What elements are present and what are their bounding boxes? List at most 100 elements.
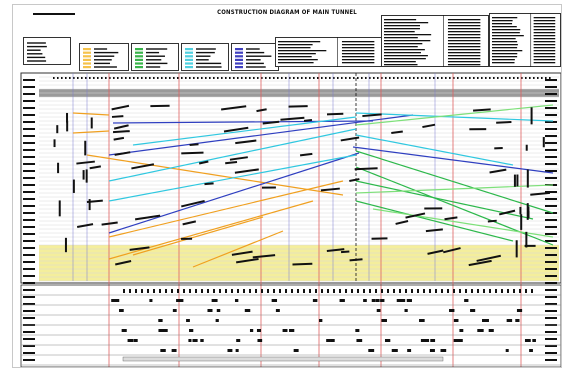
lower-schedule-frame (20, 284, 561, 367)
schedule-mark (330, 339, 335, 342)
ruler-tick (421, 77, 423, 79)
schedule-mark (429, 349, 435, 352)
schedule-tick (171, 289, 173, 293)
work-segment (182, 220, 197, 226)
schedule-mark (394, 349, 398, 352)
work-segment (111, 115, 124, 118)
left-scale-mark (23, 247, 35, 249)
table-value-bar (447, 22, 481, 24)
ruler-tick (505, 77, 507, 79)
ruler-tick (137, 77, 139, 79)
left-scale-mark (23, 240, 35, 242)
schedule-mark (158, 319, 163, 322)
schedule-mark (257, 339, 263, 342)
ruler-tick (161, 77, 163, 79)
table-text-bar (492, 56, 518, 58)
schedule-tick (453, 289, 455, 293)
schedule-tick (477, 289, 479, 293)
schedule-mark (449, 309, 455, 312)
schedule-tick (183, 289, 185, 293)
schedule-mark (453, 339, 460, 342)
work-segment (115, 260, 132, 266)
blue-progress-line (112, 120, 374, 124)
table-value-bar (447, 34, 481, 36)
schedule-mark (177, 299, 184, 302)
table-value-bar (533, 41, 556, 43)
legend-swatch (83, 48, 91, 51)
schedule-mark (464, 299, 469, 302)
schedule-mark (384, 339, 391, 342)
table-value-bar (533, 38, 556, 40)
schedule-tick (459, 289, 461, 293)
work-segment (76, 223, 94, 228)
legend-swatch (185, 58, 193, 61)
schedule-mark (459, 329, 464, 332)
work-segment (262, 120, 280, 125)
left-scale-mark (23, 93, 35, 95)
right-scale-mark (545, 275, 557, 277)
ruler-tick (93, 77, 95, 79)
table-value-bar (341, 41, 375, 43)
table-value-bar (447, 61, 481, 63)
schedule-mark (477, 329, 483, 332)
ruler-tick (277, 77, 279, 79)
table-value-bar (447, 64, 481, 66)
table-text-bar (384, 31, 415, 33)
cyan-progress-line (355, 134, 514, 166)
schedule-mark (505, 349, 509, 352)
work-segment (252, 254, 276, 259)
schedule-tick (387, 289, 389, 293)
schedule-tick (141, 289, 143, 293)
ruler-tick (477, 77, 479, 79)
ruler-tick (105, 77, 107, 79)
drawing-sheet: CONSTRUCTION DIAGRAM OF MAIN TUNNEL (12, 4, 562, 368)
table-text-bar (492, 35, 524, 37)
schedule-mark (188, 339, 192, 342)
table-value-bar (533, 56, 556, 58)
table-text-bar (384, 37, 418, 39)
ruler-tick (405, 77, 407, 79)
legend-swatch (135, 55, 143, 58)
right-scale-mark (545, 128, 557, 130)
schedule-tick (207, 289, 209, 293)
schedule-mark (356, 339, 363, 342)
schedule-mark (236, 339, 241, 342)
schedule-mark (119, 309, 124, 312)
table-value-bar (447, 46, 481, 48)
ruler-tick (129, 77, 131, 79)
schedule-mark (488, 329, 494, 332)
legend-swatch (185, 51, 193, 54)
ruler-tick (225, 77, 227, 79)
schedule-mark (407, 349, 412, 352)
legend-swatch (235, 55, 243, 58)
legend-text-bar (196, 66, 222, 68)
right-scale-mark (545, 114, 557, 116)
light-green-progress-line (355, 184, 554, 194)
legend-swatch (83, 58, 91, 61)
schedule-tick (201, 289, 203, 293)
right-scale-mark (545, 338, 557, 340)
work-segment (134, 214, 161, 221)
ruler-tick (209, 77, 211, 79)
right-scale-mark (545, 79, 557, 81)
work-segment (112, 130, 130, 134)
left-scale-mark (23, 254, 35, 256)
table-text-bar (384, 19, 417, 21)
vertical-work-mark (56, 125, 59, 134)
vertical-work-mark (88, 199, 91, 211)
ruler-tick (317, 77, 319, 79)
schedule-mark (515, 319, 520, 322)
work-segment (234, 168, 259, 174)
ruler-tick (69, 77, 71, 79)
schedule-mark (133, 339, 138, 342)
ruler-tick (157, 77, 159, 79)
top-left-bar (33, 13, 75, 15)
ruler-tick (121, 77, 123, 79)
left-scale-mark (23, 184, 35, 186)
table-text-bar (384, 34, 432, 36)
vertical-work-mark (53, 139, 56, 148)
table-value-bar (447, 31, 481, 33)
ruler-tick (329, 77, 331, 79)
table-text-bar (492, 32, 520, 34)
right-scale-mark (545, 240, 557, 242)
